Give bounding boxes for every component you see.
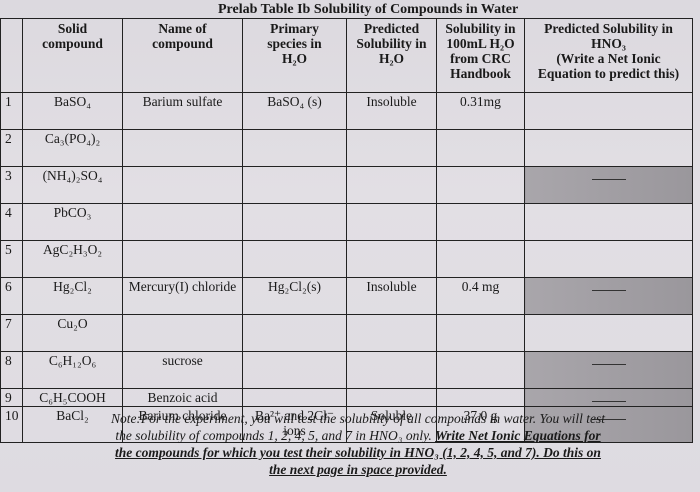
predicted-hno3-cell-na: [524, 166, 693, 204]
table-title: Prelab Table Ib Solubility of Compounds …: [218, 2, 519, 17]
primary-species-cell[interactable]: [242, 129, 347, 167]
table-row: 10 BaCl₂ Barium chloride Ba²⁺ and 2Cl⁻ i…: [0, 406, 693, 443]
predicted-hno3-cell-na: [524, 277, 693, 315]
predicted-hno3-cell[interactable]: [524, 129, 693, 167]
header-row: Solid compound Name of compound Primary spe…: [0, 18, 693, 93]
primary-species-cell[interactable]: [242, 314, 347, 352]
predicted-h2o-cell[interactable]: Insoluble: [346, 92, 437, 130]
table-row: 1 BaSO₄ Barium sulfate BaSO₄ (s) Insolub…: [0, 92, 693, 130]
predicted-h2o-cell[interactable]: [346, 166, 437, 204]
solid-compound-cell[interactable]: AgC₂H₃O₂: [22, 240, 123, 278]
header-predicted-h2o: Predicted Solubility in H₂O: [346, 18, 437, 93]
crc-solubility-cell[interactable]: [436, 314, 525, 352]
row-number: 9: [0, 388, 23, 407]
row-number: 10: [0, 406, 23, 443]
compound-name-cell[interactable]: Benzoic acid: [122, 388, 243, 407]
header-compound-name: Name of compound: [122, 18, 243, 93]
header-num: [0, 18, 23, 93]
primary-species-cell[interactable]: [242, 388, 347, 407]
crc-solubility-cell[interactable]: [436, 388, 525, 407]
table-row: 4 PbCO₃: [0, 203, 693, 241]
predicted-hno3-cell-na: [524, 388, 693, 407]
solid-compound-cell[interactable]: Cu₂O: [22, 314, 123, 352]
solid-compound-cell[interactable]: PbCO₃: [22, 203, 123, 241]
not-applicable-dash: [591, 401, 626, 402]
predicted-h2o-cell[interactable]: [346, 388, 437, 407]
primary-species-cell[interactable]: [242, 240, 347, 278]
compound-name-cell[interactable]: Mercury(I) chloride: [122, 277, 243, 315]
primary-species-cell[interactable]: [242, 351, 347, 389]
primary-species-cell[interactable]: BaSO₄ (s): [242, 92, 347, 130]
predicted-h2o-cell[interactable]: [346, 351, 437, 389]
predicted-hno3-cell-na: [524, 351, 693, 389]
crc-solubility-cell[interactable]: 0.31mg: [436, 92, 525, 130]
predicted-hno3-cell[interactable]: [524, 314, 693, 352]
not-applicable-dash: [591, 179, 626, 180]
compound-name-cell[interactable]: [122, 203, 243, 241]
header-primary-species: Primary species in H₂O: [242, 18, 347, 93]
predicted-h2o-cell[interactable]: Soluble: [346, 406, 437, 443]
row-number: 8: [0, 351, 23, 389]
row-number: 1: [0, 92, 23, 130]
table-row: 3 (NH₄)₂SO₄: [0, 166, 693, 204]
predicted-hno3-cell[interactable]: [524, 92, 693, 130]
header-predicted-hno3: Predicted Solubility in HNO₃ (Write a Net …: [524, 18, 693, 93]
predicted-h2o-cell[interactable]: Insoluble: [346, 277, 437, 315]
table-row: 2 Ca₃(PO₄)₂: [0, 129, 693, 167]
row-number: 4: [0, 203, 23, 241]
primary-species-cell[interactable]: Ba²⁺ and 2Cl⁻ ions: [242, 406, 347, 443]
solubility-table: Solid compound Name of compound Primary spe…: [0, 18, 693, 443]
instructions-note: Note:For the experiment, you will test t…: [108, 410, 608, 478]
solid-compound-cell[interactable]: Ca₃(PO₄)₂: [22, 129, 123, 167]
not-applicable-dash: [591, 419, 626, 420]
primary-species-cell[interactable]: [242, 166, 347, 204]
solid-compound-cell[interactable]: (NH₄)₂SO₄: [22, 166, 123, 204]
crc-solubility-cell[interactable]: [436, 203, 525, 241]
crc-solubility-cell[interactable]: 0.4 mg: [436, 277, 525, 315]
primary-species-cell[interactable]: Hg₂Cl₂(s): [242, 277, 347, 315]
compound-name-cell[interactable]: sucrose: [122, 351, 243, 389]
header-solid-compound: Solid compound: [22, 18, 123, 93]
primary-species-cell[interactable]: [242, 203, 347, 241]
row-number: 2: [0, 129, 23, 167]
crc-solubility-cell[interactable]: [436, 129, 525, 167]
compound-name-cell[interactable]: [122, 129, 243, 167]
crc-solubility-cell[interactable]: [436, 351, 525, 389]
solid-compound-cell[interactable]: C₆H₅COOH: [22, 388, 123, 407]
table-row: 9 C₆H₅COOH Benzoic acid: [0, 388, 693, 407]
predicted-hno3-cell[interactable]: [524, 203, 693, 241]
compound-name-cell[interactable]: [122, 240, 243, 278]
table-row: 7 Cu₂O: [0, 314, 693, 352]
compound-name-cell[interactable]: Barium sulfate: [122, 92, 243, 130]
not-applicable-dash: [591, 364, 626, 365]
table-row: 6 Hg₂Cl₂ Mercury(I) chloride Hg₂Cl₂(s) I…: [0, 277, 693, 315]
table-row: 8 C₆H₁₂O₆ sucrose: [0, 351, 693, 389]
row-number: 5: [0, 240, 23, 278]
solid-compound-cell[interactable]: C₆H₁₂O₆: [22, 351, 123, 389]
header-crc-solubility: Solubility in 100mL H₂O from CRC Handbook: [436, 18, 525, 93]
row-number: 7: [0, 314, 23, 352]
predicted-h2o-cell[interactable]: [346, 129, 437, 167]
predicted-h2o-cell[interactable]: [346, 314, 437, 352]
note-text: Note:For the experiment, you will test t…: [110, 411, 606, 443]
compound-name-cell[interactable]: [122, 314, 243, 352]
note-emphasis: Write Net Ionic Equations for the compou…: [115, 428, 601, 477]
row-number: 6: [0, 277, 23, 315]
predicted-hno3-cell[interactable]: [524, 240, 693, 278]
crc-solubility-cell[interactable]: [436, 166, 525, 204]
table-row: 5 AgC₂H₃O₂: [0, 240, 693, 278]
solid-compound-cell[interactable]: Hg₂Cl₂: [22, 277, 123, 315]
compound-name-cell[interactable]: [122, 166, 243, 204]
not-applicable-dash: [591, 290, 626, 291]
crc-solubility-cell[interactable]: 37.0 g: [436, 406, 525, 443]
predicted-h2o-cell[interactable]: [346, 203, 437, 241]
crc-solubility-cell[interactable]: [436, 240, 525, 278]
predicted-h2o-cell[interactable]: [346, 240, 437, 278]
predicted-hno3-cell-na: [524, 406, 693, 443]
row-number: 3: [0, 166, 23, 204]
solid-compound-cell[interactable]: BaSO₄: [22, 92, 123, 130]
